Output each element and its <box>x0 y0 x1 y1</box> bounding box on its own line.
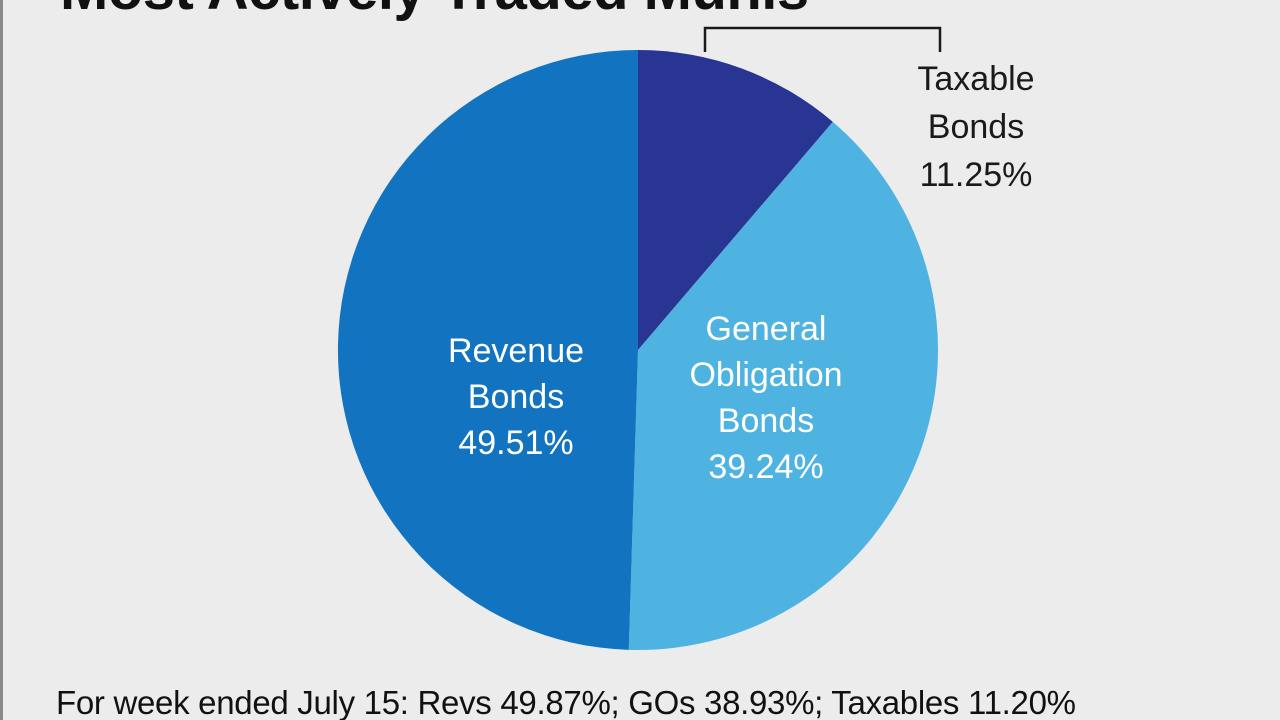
frame-border <box>0 0 3 720</box>
label-revenue-bonds: Revenue Bonds 49.51% <box>448 332 584 462</box>
label-general-obligation-bonds: General Obligation Bonds 39.24% <box>689 310 842 486</box>
slice-general-obligation-bonds <box>628 121 938 651</box>
callout <box>703 26 942 52</box>
pie-slices <box>337 50 938 651</box>
footnote: For week ended July 15: Revs 49.87%; GOs… <box>56 684 1076 720</box>
slice-taxable-bonds <box>638 50 833 350</box>
label-taxable-bonds: Taxable Bonds 11.25% <box>917 60 1034 194</box>
pie-labels: Taxable Bonds 11.25% General Obligation Bonds… <box>448 60 1035 486</box>
chart-title: Most Actively Traded Munis <box>60 0 809 23</box>
callout-bracket <box>703 26 942 52</box>
slice-revenue-bonds <box>337 50 638 650</box>
